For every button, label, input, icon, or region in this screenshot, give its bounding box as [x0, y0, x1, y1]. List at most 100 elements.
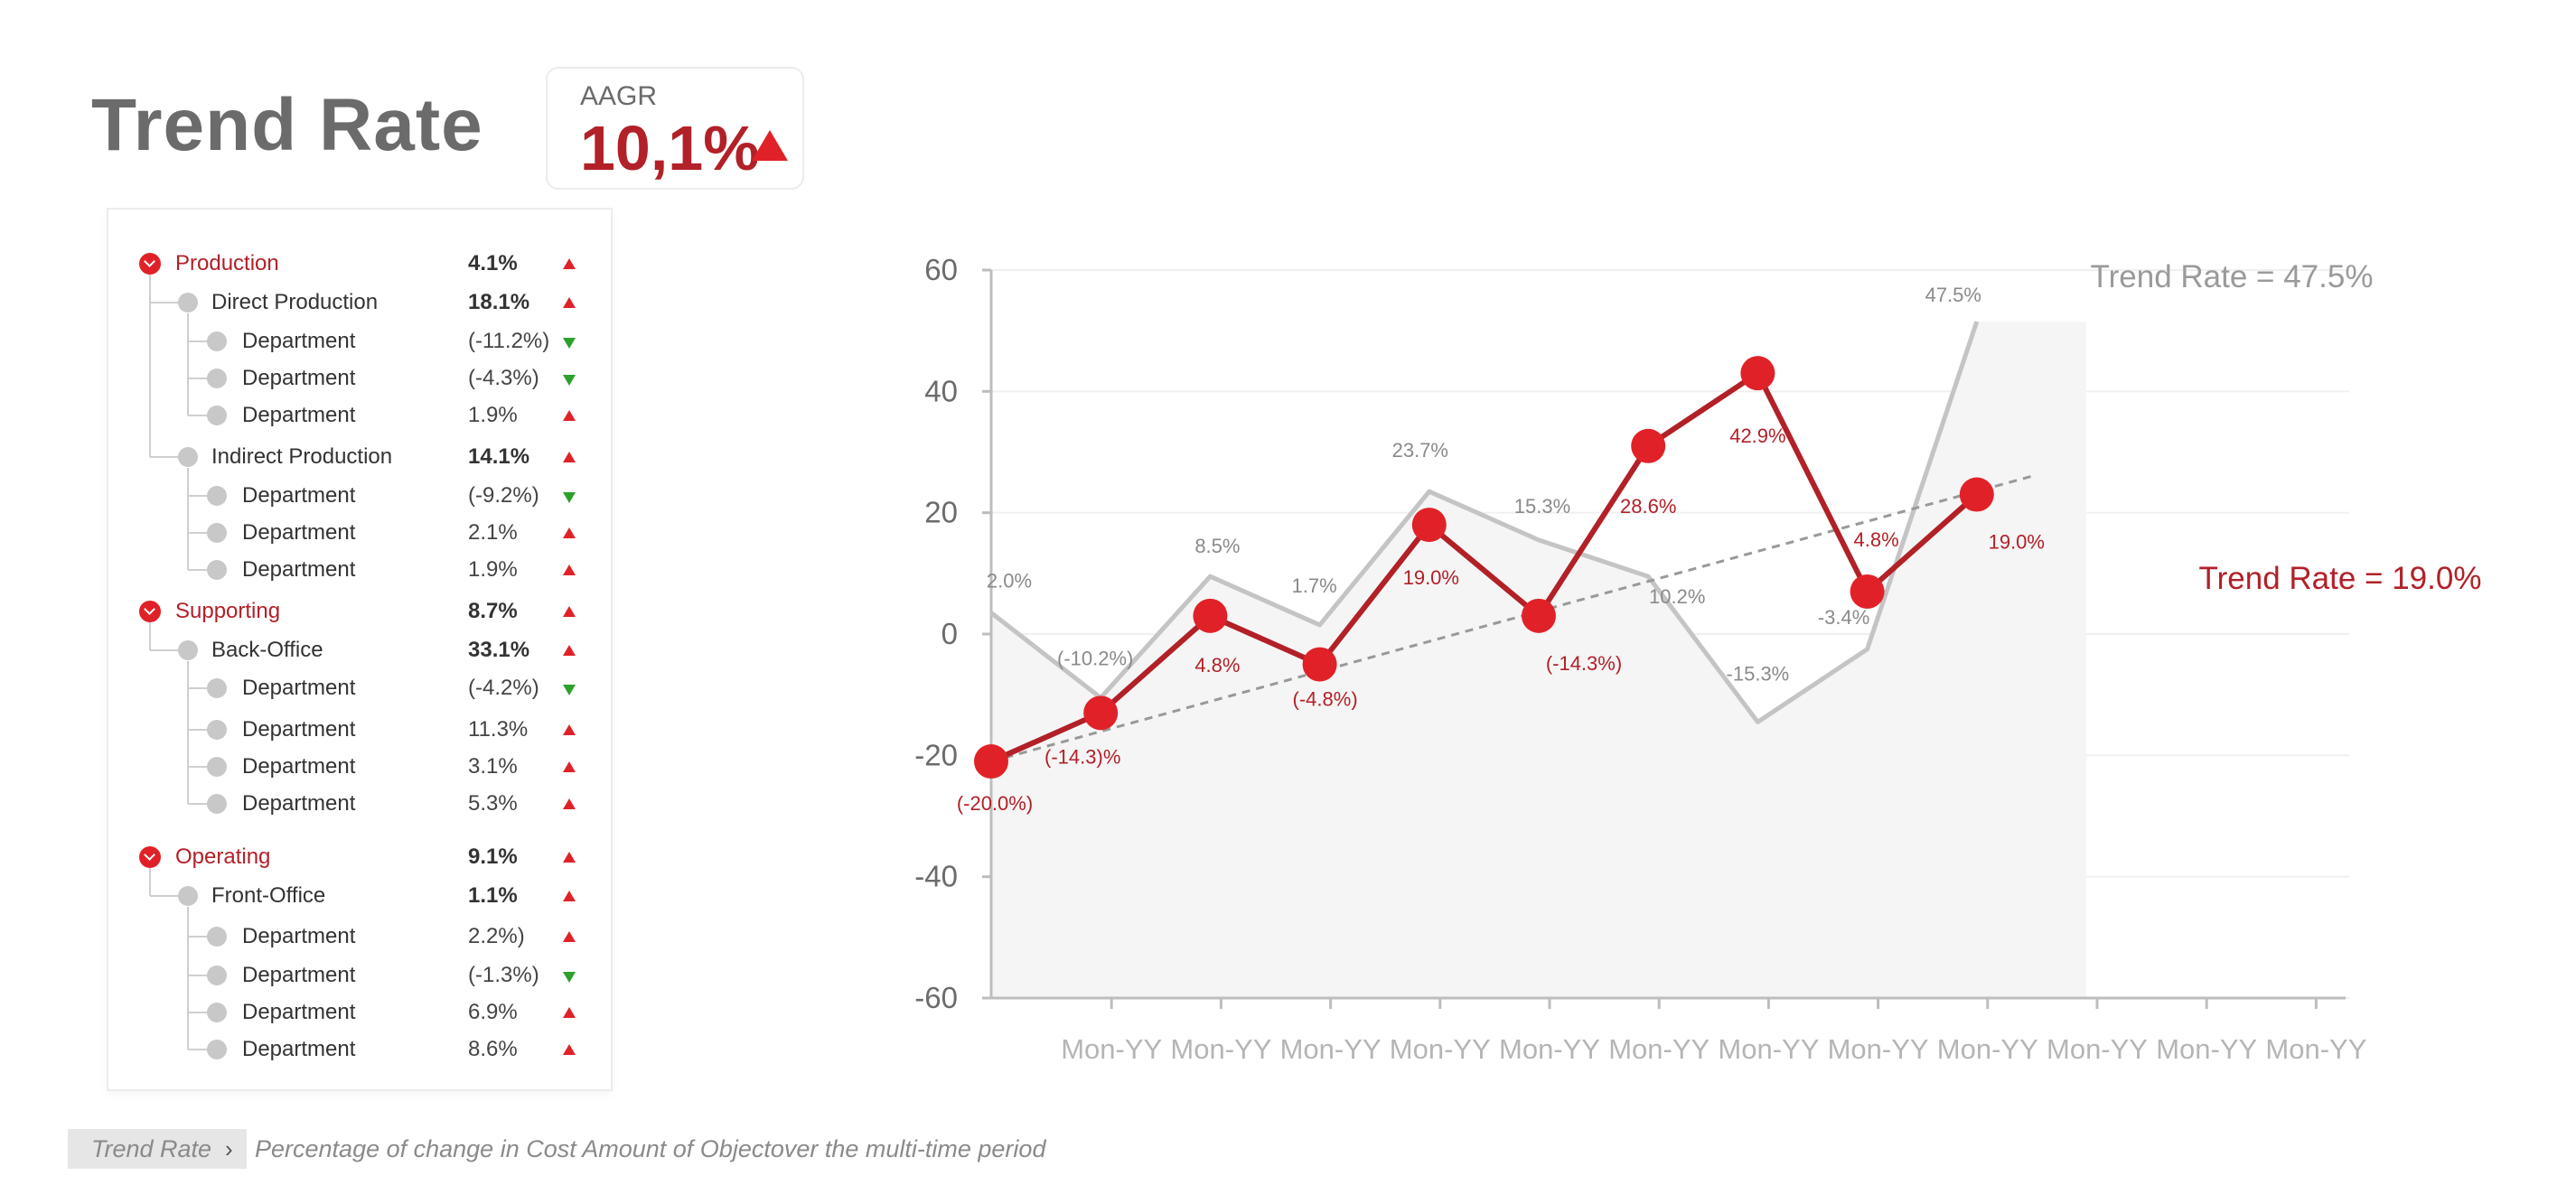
trend-up-icon — [563, 410, 576, 421]
tree-item-value: 9.1% — [468, 844, 518, 869]
tree-item-value: 1.9% — [468, 403, 518, 427]
grey-data-label: 2.0% — [987, 569, 1032, 592]
red-data-point — [1850, 574, 1885, 609]
y-tick-label: -20 — [914, 738, 958, 771]
node-dot-icon — [178, 447, 198, 467]
tree-row[interactable]: Department 1.9% — [108, 552, 614, 588]
node-dot-icon — [207, 560, 227, 580]
trend-up-icon — [563, 931, 576, 942]
tree-item-label: Department — [242, 329, 356, 353]
tree-row[interactable]: Department 2.1% — [108, 515, 614, 551]
trend-down-icon — [563, 972, 576, 983]
tree-row[interactable]: Operating 9.1% — [108, 839, 614, 875]
node-dot-icon — [207, 1040, 227, 1059]
red-data-label: 42.9% — [1729, 425, 1785, 447]
trend-down-icon — [563, 492, 576, 503]
tree-row[interactable]: Department (-4.2%) — [108, 670, 614, 706]
tree-item-label: Department — [242, 676, 356, 700]
y-tick-label: 40 — [924, 374, 958, 407]
trend-up-icon — [563, 724, 576, 735]
y-tick-label: -40 — [914, 860, 958, 893]
grey-data-label: -15.3% — [1727, 662, 1790, 685]
tree-row[interactable]: Department (-11.2%) — [108, 323, 614, 359]
trend-up-icon — [752, 130, 788, 161]
node-dot-icon — [178, 640, 198, 660]
red-series-line — [989, 370, 1979, 764]
trend-up-icon — [563, 761, 576, 772]
tree-row[interactable]: Department 11.3% — [108, 712, 614, 748]
red-data-label: 28.6% — [1620, 495, 1676, 518]
tree-row[interactable]: Front-Office 1.1% — [108, 878, 614, 914]
tree-row[interactable]: Department 5.3% — [108, 786, 614, 822]
tree-item-value: (-9.2%) — [468, 483, 539, 508]
tree-row[interactable]: Department 2.2%) — [108, 919, 614, 955]
trend-down-icon — [563, 375, 576, 386]
tree-item-label: Department — [242, 754, 356, 779]
tree-row[interactable]: Department 1.9% — [108, 397, 614, 434]
tree-row[interactable]: Department 6.9% — [108, 994, 614, 1031]
tree-item-value: 6.9% — [468, 1000, 518, 1024]
tree-group-label: Operating — [175, 844, 271, 869]
footer-description: Percentage of change in Cost Amount of O… — [255, 1135, 1046, 1162]
tree-row[interactable]: Back-Office 33.1% — [108, 632, 614, 668]
tree-item-label: Front-Office — [211, 883, 326, 908]
red-data-point — [1631, 428, 1666, 463]
tree-item-value: (-1.3%) — [468, 963, 539, 987]
tree-group-label: Production — [175, 251, 279, 275]
node-dot-icon — [178, 293, 198, 313]
collapse-chevron-icon[interactable] — [139, 253, 161, 275]
tree-connector-lines — [149, 275, 207, 1050]
red-data-label: 4.8% — [1854, 528, 1899, 551]
collapse-chevron-icon[interactable] — [139, 601, 161, 622]
x-tick-label: Mon-YY — [1608, 1033, 1710, 1065]
tree-row[interactable]: Department (-4.3%) — [108, 360, 614, 397]
trend-down-icon — [563, 338, 576, 349]
y-tick-label: 60 — [924, 253, 958, 286]
node-dot-icon — [178, 886, 198, 906]
red-data-label: (-14.3)% — [1044, 745, 1120, 768]
x-tick-label: Mon-YY — [1280, 1033, 1382, 1065]
node-dot-icon — [207, 331, 227, 351]
tree-item-value: 11.3% — [468, 717, 529, 742]
red-data-point — [974, 744, 1008, 779]
trend-up-icon — [563, 297, 576, 308]
grey-data-label: 23.7% — [1392, 439, 1448, 462]
trend-up-icon — [563, 606, 576, 617]
x-tick-label: Mon-YY — [2265, 1033, 2366, 1065]
red-data-label: (-4.8%) — [1293, 688, 1358, 711]
tree-item-label: Direct Production — [211, 290, 379, 314]
red-trend-rate-label: Trend Rate = 19.0% — [2199, 561, 2482, 596]
red-data-point — [1302, 647, 1337, 682]
grey-data-label: 1.7% — [1292, 574, 1337, 597]
tree-item-label: Department — [242, 403, 356, 427]
tree-row[interactable]: Department (-9.2%) — [108, 478, 614, 514]
tree-item-label: Department — [242, 717, 356, 742]
x-tick-label: Mon-YY — [1061, 1033, 1162, 1065]
red-data-point — [1740, 356, 1775, 391]
tree-row[interactable]: Supporting 8.7% — [108, 593, 614, 630]
x-tick-label: Mon-YY — [1937, 1033, 2038, 1065]
tree-item-label: Department — [242, 366, 356, 390]
tree-row[interactable]: Department (-1.3%) — [108, 957, 614, 994]
grey-data-label: 15.3% — [1514, 495, 1570, 518]
tree-item-label: Department — [242, 1000, 356, 1024]
y-tick-label: 0 — [941, 617, 958, 650]
series-area — [991, 322, 2086, 998]
node-dot-icon — [207, 966, 227, 985]
node-dot-icon — [207, 406, 227, 425]
tree-row[interactable]: Direct Production 18.1% — [108, 285, 614, 321]
tree-row[interactable]: Department 3.1% — [108, 749, 614, 785]
page-title: Trend Rate — [91, 84, 483, 166]
dashed-trend-line — [990, 474, 2032, 763]
aagr-value: 10,1% — [580, 113, 760, 183]
x-tick-label: Mon-YY — [1170, 1033, 1271, 1065]
tree-row[interactable]: Production 4.1% — [108, 246, 614, 282]
tree-item-value: 3.1% — [468, 754, 518, 779]
tree-row[interactable]: Indirect Production 14.1% — [108, 439, 614, 475]
collapse-chevron-icon[interactable] — [139, 846, 161, 868]
x-tick-label: Mon-YY — [1390, 1033, 1491, 1065]
x-tick-label: Mon-YY — [1828, 1033, 1929, 1065]
tree-row[interactable]: Department 8.6% — [108, 1031, 614, 1068]
y-tick-label: -60 — [914, 981, 958, 1014]
red-data-point — [1522, 598, 1556, 633]
